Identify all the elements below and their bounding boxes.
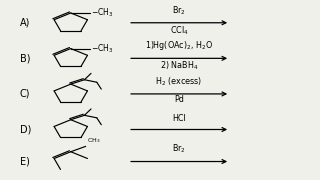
- Text: HCl: HCl: [172, 114, 186, 123]
- Text: D): D): [20, 125, 31, 134]
- Text: Br$_2$: Br$_2$: [172, 4, 186, 17]
- Text: $-$CH$_3$: $-$CH$_3$: [91, 42, 114, 55]
- Text: $-$CH$_3$: $-$CH$_3$: [91, 7, 114, 19]
- Text: CH$_3$: CH$_3$: [87, 137, 101, 145]
- Text: E): E): [20, 157, 30, 166]
- Text: C): C): [20, 89, 30, 99]
- Text: A): A): [20, 18, 30, 28]
- Text: 1)Hg(OAc)$_2$, H$_2$O: 1)Hg(OAc)$_2$, H$_2$O: [145, 39, 213, 52]
- Text: Br$_2$: Br$_2$: [172, 143, 186, 155]
- Text: B): B): [20, 53, 30, 63]
- Text: H$_2$ (excess): H$_2$ (excess): [156, 75, 203, 88]
- Text: CCl$_4$: CCl$_4$: [170, 24, 188, 37]
- Text: Pd: Pd: [174, 95, 184, 104]
- Text: 2) NaBH$_4$: 2) NaBH$_4$: [160, 60, 198, 72]
